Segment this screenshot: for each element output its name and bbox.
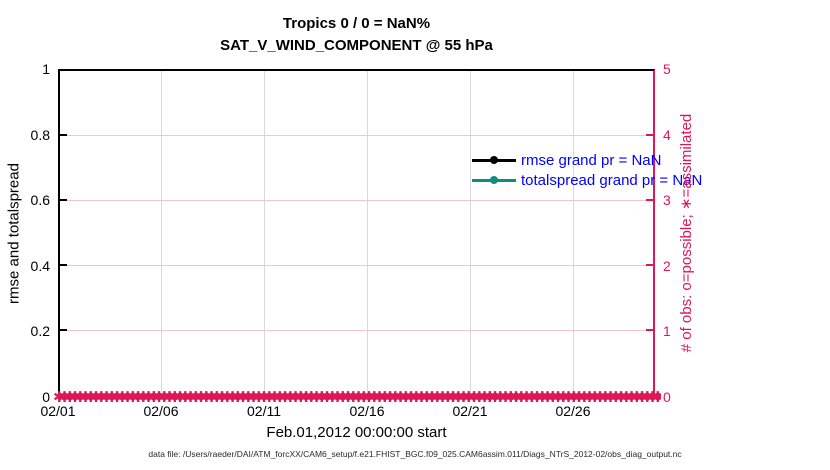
vertical-gridline (161, 71, 162, 395)
right-axis-tick (646, 264, 653, 266)
vertical-gridline (470, 71, 471, 395)
right-y-axis-label: # of obs: o=possible; ∗=assimilated (678, 113, 695, 353)
xtick-label: 02/26 (555, 403, 591, 419)
left-y-axis-label: rmse and totalspread (5, 163, 23, 304)
plot-title-line1: Tropics 0 / 0 = NaN% (282, 15, 431, 32)
horizontal-gridline (60, 200, 653, 201)
rmse-line-swatch (472, 155, 516, 165)
right-axis-tick (646, 199, 653, 201)
left-ytick-label: 1 (42, 61, 50, 77)
vertical-gridline (367, 71, 368, 395)
right-ytick-label: 5 (663, 61, 671, 77)
right-ytick-label: 2 (663, 258, 671, 274)
left-axis-tick (60, 199, 67, 201)
horizontal-gridline (60, 330, 653, 331)
data-file-path: data file: /Users/raeder/DAI/ATM_forcXX/… (148, 449, 682, 459)
obs-marker-band: ✱ ✱ ✱ ✱ ✱ ✱ ✱ ✱ ✱ ✱ ✱ ✱ ✱ ✱ ✱ ✱ ✱ ✱ ✱ ✱ ✱ ✱ ✱ ✱ ✱ ✱ ✱ ✱ ✱ ✱ ✱ ✱ ✱ ✱ ✱ ✱ ✱ ✱ ✱ ✱… (53, 391, 661, 404)
right-ytick-label: 0 (663, 389, 671, 405)
left-ytick-label: 0 (42, 389, 50, 405)
left-axis-tick (60, 329, 67, 331)
left-ytick-label: 0.6 (30, 192, 50, 208)
vertical-gridline (264, 71, 265, 395)
left-axis-tick (60, 134, 67, 136)
right-ytick-label: 4 (663, 127, 671, 143)
left-ytick-label: 0.8 (30, 127, 50, 143)
left-axis-tick (60, 264, 67, 266)
xtick-label: 02/16 (349, 403, 385, 419)
right-axis-tick (646, 329, 653, 331)
left-ytick-label: 0.4 (30, 258, 50, 274)
xtick-label: 02/01 (40, 403, 76, 419)
legend-item-totalspread: totalspread grand pr = NaN (472, 170, 702, 190)
right-ytick-label: 3 (663, 192, 671, 208)
left-ytick-label: 0.2 (30, 323, 50, 339)
legend-item-rmse: rmse grand pr = NaN (472, 150, 702, 170)
legend-label-rmse: rmse grand pr = NaN (521, 151, 662, 169)
totalspread-line-swatch (472, 175, 516, 185)
vertical-gridline (573, 71, 574, 395)
xtick-label: 02/06 (143, 403, 179, 419)
totalspread-marker-dot (490, 176, 498, 184)
legend: rmse grand pr = NaN totalspread grand pr… (472, 150, 702, 190)
rmse-marker-dot (490, 156, 498, 164)
horizontal-gridline (60, 135, 653, 136)
xtick-label: 02/21 (452, 403, 488, 419)
right-axis-tick (646, 134, 653, 136)
x-axis-label: Feb.01,2012 00:00:00 start (266, 424, 447, 441)
right-ytick-label: 1 (663, 323, 671, 339)
legend-label-totalspread: totalspread grand pr = NaN (521, 171, 703, 189)
horizontal-gridline (60, 265, 653, 266)
plot-area: rmse grand pr = NaN totalspread grand pr… (58, 69, 702, 397)
plot-title-line2: SAT_V_WIND_COMPONENT @ 55 hPa (220, 37, 493, 54)
xtick-label: 02/11 (247, 403, 281, 419)
